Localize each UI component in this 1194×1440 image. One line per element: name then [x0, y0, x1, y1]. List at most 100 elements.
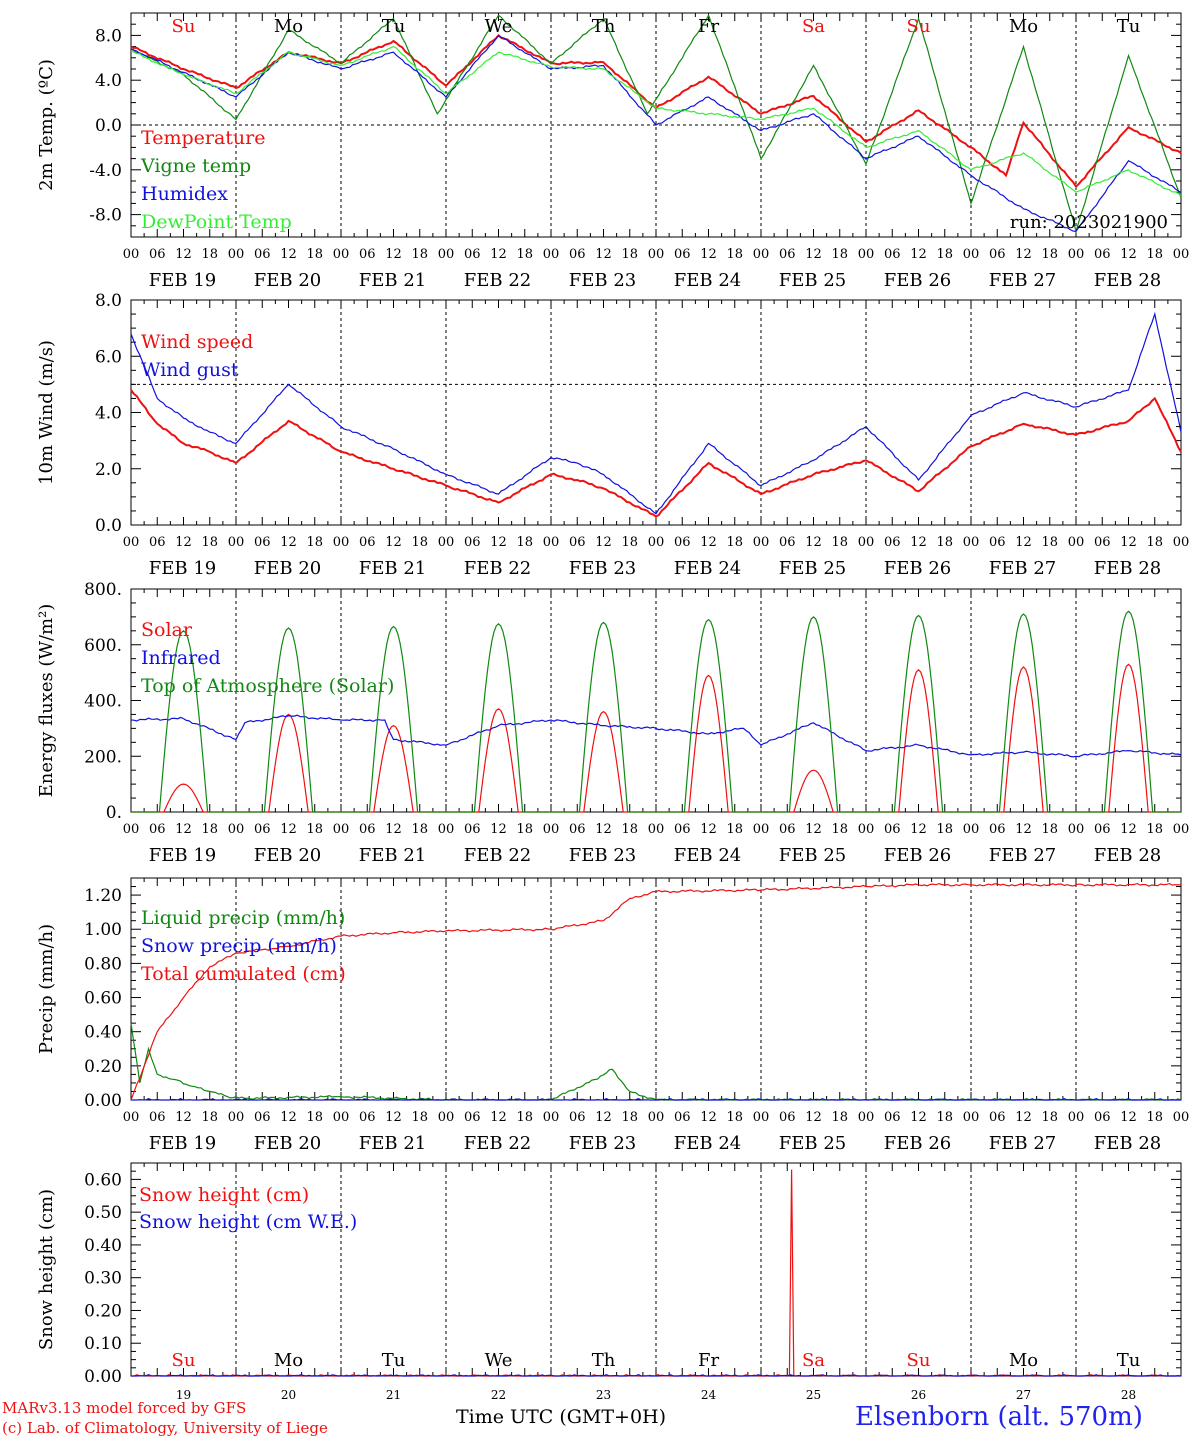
hour-tick-label: 06	[359, 822, 376, 837]
y-tick-label: 1.00	[84, 920, 122, 940]
date-label: FEB 20	[254, 845, 321, 866]
weekday-label: Th	[592, 1350, 616, 1371]
hour-tick-label: 18	[621, 535, 638, 550]
hour-tick-label: 06	[149, 822, 166, 837]
date-label: FEB 23	[569, 845, 636, 866]
hour-tick-label: 18	[726, 247, 743, 262]
weekday-label: Su	[907, 1350, 931, 1371]
hour-tick-label: 00	[648, 1110, 665, 1125]
y-tick-label: 0.00	[84, 1367, 122, 1387]
y-tick-label: 0.40	[84, 1236, 122, 1256]
y-axis-title: Energy fluxes (W/m²)	[36, 604, 57, 798]
y-tick-label: 0.60	[84, 989, 122, 1009]
weekday-label: Mo	[1009, 1350, 1038, 1371]
date-label: FEB 22	[464, 845, 531, 866]
hour-tick-label: 00	[1173, 1110, 1190, 1125]
date-label: FEB 21	[359, 845, 426, 866]
plot-frame	[130, 588, 1182, 813]
y-tick-label: 400.	[84, 692, 122, 712]
date-label: FEB 27	[989, 270, 1056, 291]
y-tick-label: 0.60	[84, 1170, 122, 1190]
series-line-top-of-atmosphere-solar-	[131, 610, 1181, 813]
hour-tick-label: 18	[306, 1110, 323, 1125]
hour-tick-label: 12	[805, 1110, 822, 1125]
legend-entry: Vigne temp	[140, 155, 251, 177]
hour-tick-label: 00	[858, 247, 875, 262]
hour-tick-label: 00	[228, 247, 245, 262]
panel-1	[130, 12, 1182, 238]
series-line-wind-gust	[130, 311, 1182, 515]
y-tick-label: 1.20	[84, 886, 122, 906]
hour-tick-label: 06	[569, 247, 586, 262]
hour-tick-label: 06	[464, 1110, 481, 1125]
hour-tick-label: 00	[543, 822, 560, 837]
y-tick-label: 0.40	[84, 1023, 122, 1043]
date-label: FEB 19	[149, 845, 216, 866]
date-label: FEB 19	[149, 270, 216, 291]
hour-tick-label: 00	[1173, 535, 1190, 550]
hour-tick-label: 06	[884, 1110, 901, 1125]
hour-tick-label: 00	[543, 1110, 560, 1125]
hour-tick-label: 12	[1015, 822, 1032, 837]
hour-tick-label: 12	[385, 822, 402, 837]
hour-tick-label: 12	[595, 535, 612, 550]
hour-tick-label: 18	[726, 1110, 743, 1125]
hour-tick-label: 06	[674, 247, 691, 262]
hour-tick-label: 12	[280, 822, 297, 837]
series-line-vigne-temp	[130, 13, 1182, 234]
date-label: FEB 25	[779, 1133, 846, 1154]
hour-tick-label: 06	[569, 535, 586, 550]
date-label: FEB 28	[1094, 270, 1161, 291]
plot-frame	[130, 299, 1182, 526]
hour-tick-label: 12	[385, 1110, 402, 1125]
legend-entry: Snow precip (mm/h)	[141, 935, 337, 957]
date-label: FEB 21	[359, 1133, 426, 1154]
date-label: FEB 21	[359, 270, 426, 291]
date-label: FEB 27	[989, 1133, 1056, 1154]
hour-tick-label: 06	[569, 822, 586, 837]
hour-tick-label: 06	[254, 535, 271, 550]
hour-tick-label: 18	[1146, 535, 1163, 550]
hour-tick-label: 12	[910, 535, 927, 550]
hour-tick-label: 18	[621, 1110, 638, 1125]
hour-tick-label: 00	[228, 535, 245, 550]
hour-tick-label: 18	[936, 822, 953, 837]
legend-entry: Liquid precip (mm/h)	[141, 907, 345, 929]
hour-tick-label: 06	[359, 247, 376, 262]
hour-tick-label: 00	[753, 822, 770, 837]
x-axis-title: Time UTC (GMT+0H)	[456, 1406, 667, 1428]
model-credit-line1: MARv3.13 model forced by GFS	[2, 1399, 247, 1417]
series-line-infrared	[130, 714, 1182, 758]
hour-tick-label: 18	[201, 247, 218, 262]
hour-tick-label: 00	[753, 535, 770, 550]
hour-tick-label: 12	[175, 822, 192, 837]
legend-entry: Top of Atmosphere (Solar)	[141, 675, 394, 697]
hour-tick-label: 18	[201, 1110, 218, 1125]
date-label: FEB 22	[464, 270, 531, 291]
hour-tick-label: 06	[1094, 822, 1111, 837]
date-label: FEB 26	[884, 845, 951, 866]
hour-tick-label: 12	[595, 1110, 612, 1125]
hour-tick-label: 18	[201, 535, 218, 550]
y-tick-label: 0.80	[84, 954, 122, 974]
hour-tick-label: 06	[1094, 1110, 1111, 1125]
hour-tick-label: 12	[910, 1110, 927, 1125]
weekday-label: Th	[592, 16, 616, 37]
y-tick-label: 8.0	[95, 291, 122, 311]
hour-tick-label: 00	[438, 535, 455, 550]
hour-tick-label: 06	[464, 535, 481, 550]
y-tick-label: 0.10	[84, 1334, 122, 1354]
hour-tick-label: 12	[595, 822, 612, 837]
hour-tick-label: 12	[490, 247, 507, 262]
hour-tick-label: 18	[621, 822, 638, 837]
weekday-label: Su	[172, 1350, 196, 1371]
hour-tick-label: 18	[936, 247, 953, 262]
series-line-snow-height-cm-w-e-	[131, 1374, 1181, 1377]
day-number-label: 19	[176, 1388, 191, 1402]
hour-tick-label: 12	[700, 822, 717, 837]
hour-tick-label: 00	[963, 247, 980, 262]
hour-tick-label: 18	[831, 535, 848, 550]
hour-tick-label: 06	[1094, 247, 1111, 262]
date-label: FEB 22	[464, 1133, 531, 1154]
